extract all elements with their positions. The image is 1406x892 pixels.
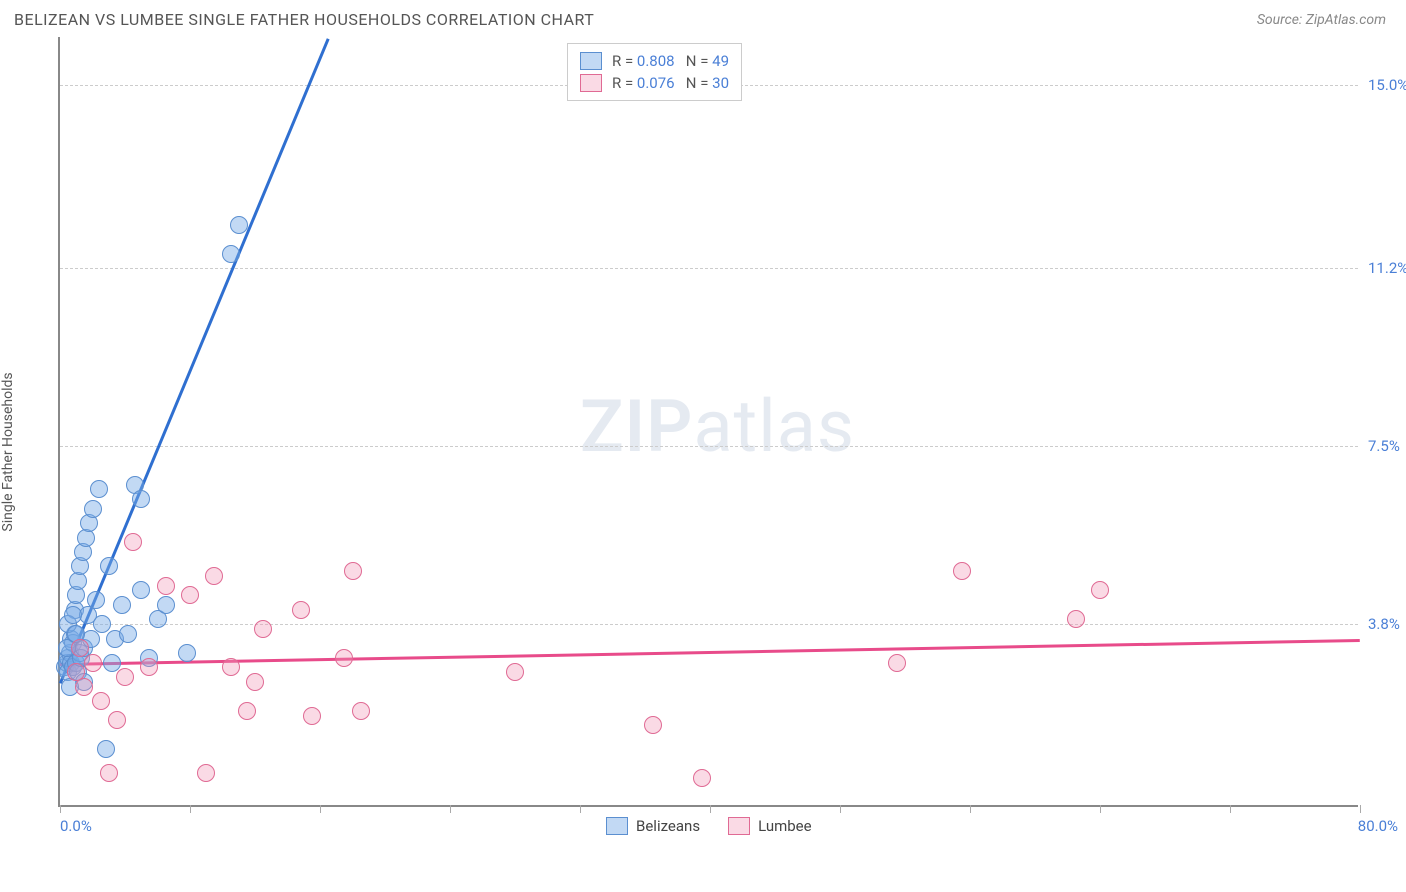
data-point-lumbee	[335, 649, 353, 667]
legend-label-lumbee: Lumbee	[758, 817, 812, 835]
gridline-h	[60, 268, 1358, 269]
x-tick	[450, 805, 451, 813]
data-point-belizeans	[113, 596, 131, 614]
x-tick	[840, 805, 841, 813]
data-point-belizeans	[97, 740, 115, 758]
data-point-lumbee	[197, 764, 215, 782]
data-point-lumbee	[644, 716, 662, 734]
x-tick	[580, 805, 581, 813]
y-tick-label: 3.8%	[1368, 615, 1406, 633]
y-tick-label: 7.5%	[1368, 437, 1406, 455]
data-point-belizeans	[64, 606, 82, 624]
trend-line-lumbee	[60, 639, 1360, 666]
data-point-lumbee	[222, 658, 240, 676]
data-point-lumbee	[205, 567, 223, 585]
gridline-h	[60, 446, 1358, 447]
data-point-belizeans	[103, 654, 121, 672]
data-point-belizeans	[100, 557, 118, 575]
legend-r-text: R = 0.808 N = 49	[612, 52, 729, 70]
y-tick-label: 15.0%	[1368, 76, 1406, 94]
data-point-lumbee	[75, 678, 93, 696]
watermark: ZIPatlas	[580, 384, 855, 469]
legend-swatch-belizeans	[606, 817, 628, 835]
data-point-lumbee	[71, 639, 89, 657]
data-point-lumbee	[116, 668, 134, 686]
x-max-label: 80.0%	[1358, 817, 1398, 835]
x-tick	[320, 805, 321, 813]
legend-swatch-belizeans	[580, 52, 602, 70]
data-point-lumbee	[254, 620, 272, 638]
data-point-belizeans	[90, 480, 108, 498]
chart-title: BELIZEAN VS LUMBEE SINGLE FATHER HOUSEHO…	[14, 10, 594, 29]
data-point-lumbee	[292, 601, 310, 619]
x-tick	[60, 805, 61, 813]
legend-label-belizeans: Belizeans	[636, 817, 700, 835]
data-point-lumbee	[124, 533, 142, 551]
data-point-lumbee	[303, 707, 321, 725]
data-point-lumbee	[1067, 610, 1085, 628]
x-tick	[1100, 805, 1101, 813]
data-point-belizeans	[222, 245, 240, 263]
data-point-lumbee	[157, 577, 175, 595]
data-point-belizeans	[119, 625, 137, 643]
legend-r-text: R = 0.076 N = 30	[612, 74, 729, 92]
chart-area: Single Father Households ZIPatlas 3.8%7.…	[14, 37, 1398, 867]
data-point-lumbee	[92, 692, 110, 710]
data-point-lumbee	[108, 711, 126, 729]
legend-row-belizeans: R = 0.808 N = 49	[580, 50, 729, 72]
data-point-lumbee	[506, 663, 524, 681]
data-point-belizeans	[87, 591, 105, 609]
x-tick	[1230, 805, 1231, 813]
x-tick	[970, 805, 971, 813]
y-tick-label: 11.2%	[1368, 259, 1406, 277]
x-tick	[190, 805, 191, 813]
data-point-belizeans	[157, 596, 175, 614]
data-point-belizeans	[132, 581, 150, 599]
legend-item-belizeans: Belizeans	[606, 817, 700, 835]
x-min-label: 0.0%	[60, 817, 92, 835]
correlation-legend: R = 0.808 N = 49 R = 0.076 N = 30	[567, 43, 742, 101]
watermark-atlas: atlas	[693, 384, 855, 469]
data-point-belizeans	[132, 490, 150, 508]
data-point-lumbee	[693, 769, 711, 787]
data-point-lumbee	[888, 654, 906, 672]
data-point-lumbee	[238, 702, 256, 720]
data-point-belizeans	[230, 216, 248, 234]
x-tick	[1360, 805, 1361, 813]
data-point-lumbee	[953, 562, 971, 580]
data-point-lumbee	[100, 764, 118, 782]
x-tick	[710, 805, 711, 813]
legend-swatch-lumbee	[580, 74, 602, 92]
y-axis-label: Single Father Households	[0, 372, 16, 531]
data-point-lumbee	[140, 658, 158, 676]
data-point-belizeans	[84, 500, 102, 518]
series-legend: Belizeans Lumbee	[606, 817, 812, 835]
data-point-lumbee	[246, 673, 264, 691]
source-label: Source: ZipAtlas.com	[1257, 12, 1386, 28]
data-point-lumbee	[1091, 581, 1109, 599]
data-point-belizeans	[178, 644, 196, 662]
data-point-lumbee	[181, 586, 199, 604]
legend-row-lumbee: R = 0.076 N = 30	[580, 72, 729, 94]
data-point-lumbee	[84, 654, 102, 672]
legend-swatch-lumbee	[728, 817, 750, 835]
plot-region: ZIPatlas 3.8%7.5%11.2%15.0%0.0%80.0%R = …	[58, 37, 1358, 807]
chart-header: BELIZEAN VS LUMBEE SINGLE FATHER HOUSEHO…	[0, 0, 1406, 37]
legend-item-lumbee: Lumbee	[728, 817, 812, 835]
data-point-lumbee	[344, 562, 362, 580]
watermark-zip: ZIP	[580, 384, 693, 469]
data-point-belizeans	[93, 615, 111, 633]
data-point-lumbee	[352, 702, 370, 720]
